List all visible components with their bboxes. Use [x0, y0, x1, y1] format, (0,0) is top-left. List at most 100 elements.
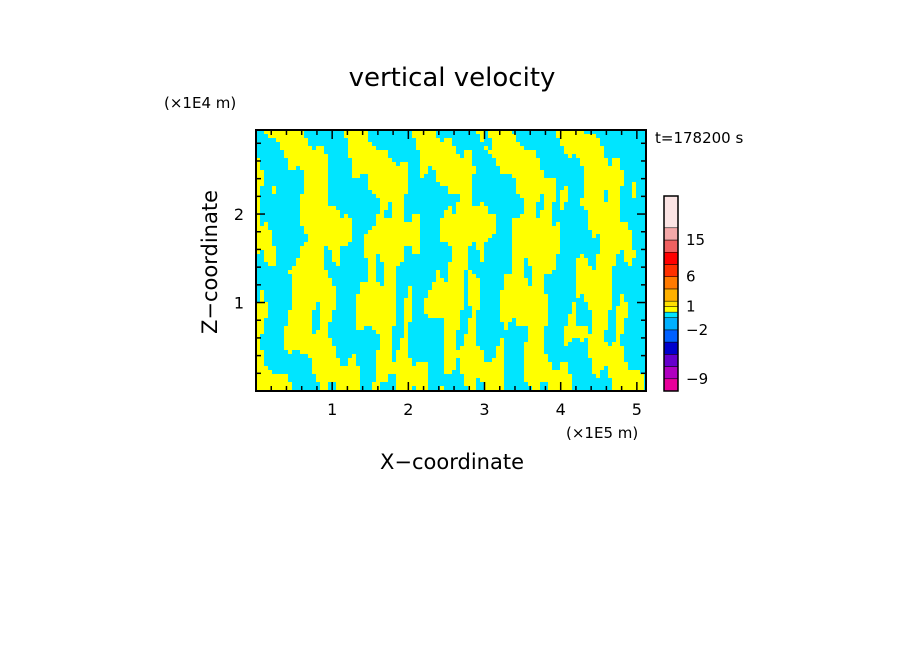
field-cell — [380, 258, 404, 262]
colorbar-tick-label: 15 — [686, 231, 705, 249]
field-cell — [376, 374, 388, 378]
field-cell — [296, 258, 324, 262]
field-cell — [404, 310, 412, 314]
colorbar-swatch — [663, 306, 679, 313]
field-cell — [348, 150, 388, 154]
field-cell — [444, 362, 456, 366]
field-cell — [256, 206, 260, 210]
colorbar-swatch — [663, 341, 679, 355]
field-cell — [556, 134, 596, 138]
field-cell — [588, 302, 612, 306]
field-cell — [304, 226, 352, 230]
y-unit-label: (×1E4 m) — [164, 94, 236, 112]
field-cell — [348, 362, 356, 366]
field-cell — [316, 374, 360, 378]
field-cell — [392, 210, 404, 214]
field-cell — [424, 306, 464, 310]
field-cell — [400, 338, 408, 342]
field-cell — [596, 258, 616, 262]
field-cell — [284, 334, 328, 338]
field-cell — [320, 326, 328, 330]
field-cell — [344, 214, 348, 218]
field-cell — [448, 278, 464, 282]
field-cell — [456, 206, 488, 210]
field-cell — [292, 302, 316, 306]
field-cell — [444, 358, 456, 362]
field-cell — [436, 170, 476, 174]
field-cell — [496, 350, 504, 354]
field-cell — [592, 318, 608, 322]
field-cell — [380, 338, 392, 342]
field-cell — [596, 374, 600, 378]
field-cell — [332, 254, 340, 258]
field-cell — [576, 154, 604, 158]
field-cell — [436, 174, 472, 178]
field-cell — [364, 234, 420, 238]
field-cell — [352, 354, 356, 358]
x-tick-label: 5 — [632, 400, 642, 419]
field-cell — [288, 162, 328, 166]
field-cell — [476, 242, 484, 246]
field-cell — [512, 250, 560, 254]
field-cell — [616, 338, 620, 342]
x-tick-label: 1 — [327, 400, 337, 419]
field-cell — [568, 314, 576, 318]
y-axis-label: Z−coordinate — [198, 190, 222, 334]
field-cell — [412, 134, 436, 138]
field-cell — [480, 378, 504, 382]
field-cell — [500, 338, 504, 342]
field-cell — [344, 134, 368, 138]
field-cell — [276, 138, 308, 142]
field-cell — [616, 314, 628, 318]
field-cell — [264, 258, 276, 262]
field-cell — [560, 190, 568, 194]
field-cell — [600, 246, 632, 250]
field-cell — [516, 186, 556, 190]
field-cell — [284, 326, 312, 330]
field-cell — [468, 294, 480, 298]
field-cell — [396, 354, 408, 358]
field-cell — [368, 262, 376, 266]
field-cell — [360, 290, 396, 294]
colorbar-swatch — [663, 276, 679, 290]
field-cell — [372, 386, 380, 390]
field-cell — [300, 350, 336, 354]
field-cell — [524, 210, 536, 214]
colorbar-swatch — [663, 288, 679, 302]
field-cell — [256, 374, 288, 378]
field-cell — [624, 254, 636, 258]
field-cell — [284, 338, 332, 342]
field-cell — [460, 194, 472, 198]
field-cell — [256, 238, 272, 242]
field-cell — [524, 362, 552, 366]
field-cell — [464, 334, 476, 338]
field-cell — [316, 330, 328, 334]
field-cell — [444, 354, 484, 358]
field-cell — [492, 358, 504, 362]
field-cell — [588, 342, 608, 346]
field-cell — [376, 358, 392, 362]
field-cell — [524, 358, 548, 362]
field-cell — [364, 250, 404, 254]
field-cell — [412, 246, 420, 250]
field-cell — [496, 346, 504, 350]
field-cell — [580, 254, 584, 258]
field-cell — [256, 310, 268, 314]
field-cell — [616, 310, 628, 314]
field-cell — [380, 342, 392, 346]
field-cell — [560, 198, 568, 202]
field-cell — [432, 282, 464, 286]
field-cell — [396, 358, 412, 362]
y-axis-ticks: 12 — [234, 142, 646, 375]
field-cell — [256, 158, 260, 162]
field-cell — [292, 306, 316, 310]
field-cell — [292, 274, 328, 278]
field-cell — [256, 186, 260, 190]
field-cell — [256, 246, 276, 250]
field-cell — [256, 322, 264, 326]
field-cell — [504, 326, 508, 330]
field-cell — [304, 182, 328, 186]
field-cell — [512, 238, 560, 242]
field-cell — [504, 274, 524, 278]
field-cell — [392, 214, 404, 218]
